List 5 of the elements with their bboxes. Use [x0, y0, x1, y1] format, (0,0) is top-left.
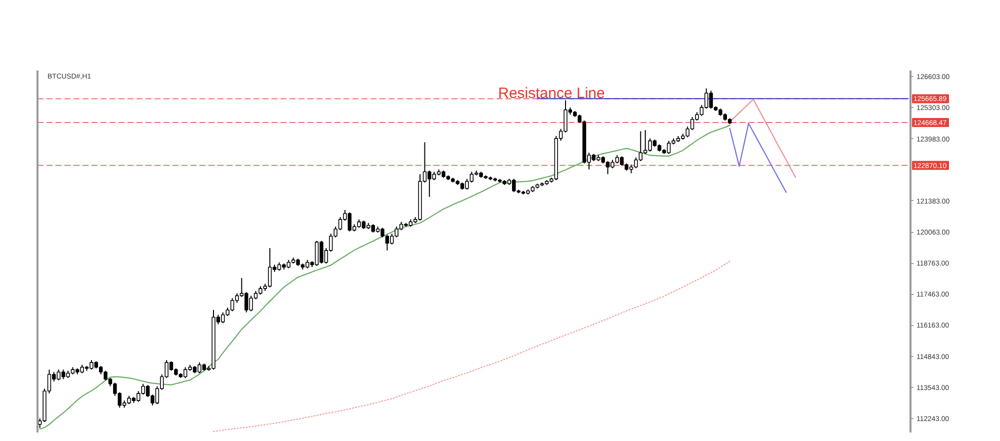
- line-series: [212, 260, 730, 432]
- line-series: [39, 124, 730, 430]
- line-series: [729, 122, 787, 193]
- annotation: Resistance Line: [498, 85, 605, 102]
- line-series: [729, 98, 796, 178]
